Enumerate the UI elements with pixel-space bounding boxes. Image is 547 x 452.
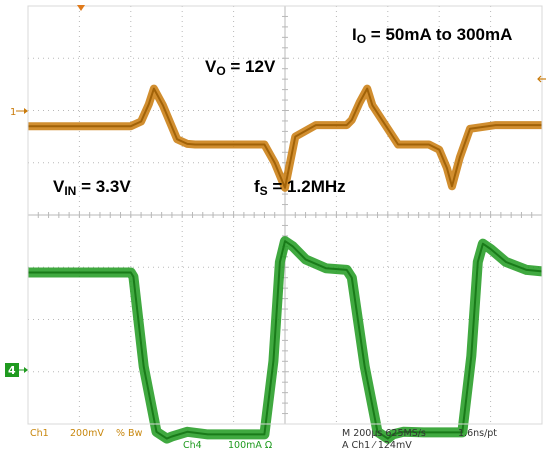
vo-sub: O: [216, 64, 226, 78]
ch1-label: Ch1: [30, 428, 49, 439]
io-main: I: [352, 25, 357, 44]
vo-rest: = 12V: [225, 57, 276, 76]
fs-sub: S: [259, 184, 268, 198]
io-rest: = 50mA to 300mA: [366, 25, 513, 44]
vo-annotation: VO = 12V: [205, 58, 275, 77]
fs-annotation: fS = 1.2MHz: [254, 178, 346, 197]
trace-ch1-core: [28, 87, 542, 189]
ch1-marker-label: 1: [10, 107, 16, 118]
trigger-position-marker: [77, 5, 85, 11]
vin-sub: IN: [64, 184, 77, 198]
ch1-coupling: % Bw: [116, 428, 143, 439]
vo-main: V: [205, 57, 217, 76]
ch4-ground-marker: 4: [5, 363, 28, 377]
graticule: [27, 5, 543, 425]
ch1-scale: 200mV: [70, 428, 104, 439]
resolution-readout: 1.6ns/pt: [458, 428, 498, 439]
ch4-label: Ch4: [183, 440, 202, 451]
vin-main: V: [53, 177, 65, 196]
io-sub: O: [356, 32, 367, 46]
trace-ch4-core: [28, 240, 543, 440]
traces: [28, 84, 543, 444]
scope-frame: [27, 5, 543, 425]
vin-annotation: VIN = 3.3V: [53, 178, 131, 197]
vin-rest: = 3.3V: [76, 177, 131, 196]
io-annotation: IO = 50mA to 300mA: [352, 26, 512, 45]
fs-main: f: [254, 177, 260, 196]
ch4-scale: 100mA Ω: [228, 440, 273, 451]
ch4-marker-label: 4: [8, 364, 16, 377]
trigger-readout: A Ch1 ⁄ 124mV: [342, 440, 412, 451]
timebase-readout: M 200µs 625MS/s: [342, 428, 426, 439]
trigger-level-arrow: [537, 75, 546, 83]
fs-rest: = 1.2MHz: [267, 177, 346, 196]
ch1-ground-marker: 1: [10, 107, 28, 118]
